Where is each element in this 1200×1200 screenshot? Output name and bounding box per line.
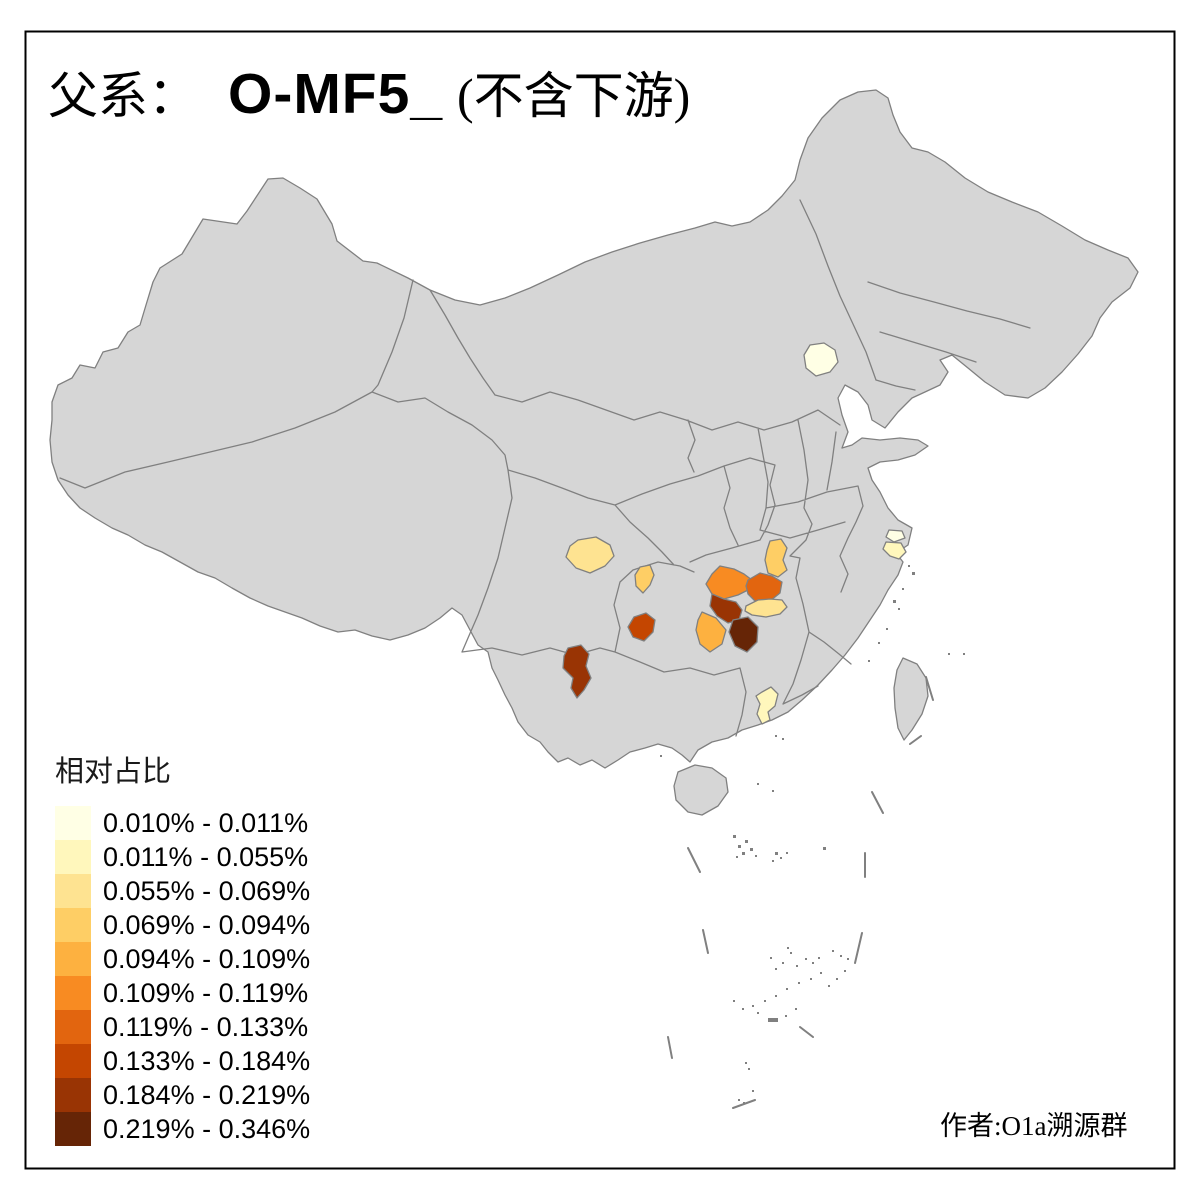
legend-swatch-rect (55, 1044, 91, 1078)
region-north-hunan-cream (744, 598, 788, 618)
legend-label: 0.219% - 0.346% (103, 1113, 311, 1144)
region-southwest-hunan-light (695, 611, 727, 653)
region-chengdu-area (565, 536, 615, 574)
legend-swatch (55, 1044, 91, 1078)
taiwan-island (893, 657, 929, 741)
hainan-island (673, 764, 729, 816)
legend-swatch (55, 806, 91, 840)
title-haplogroup: O-MF5_ (228, 62, 444, 126)
highlighted-regions (562, 342, 907, 725)
legend-row: 0.010% - 0.011% (55, 806, 310, 840)
legend-label: 0.119% - 0.133% (103, 1011, 309, 1042)
legend-row: 0.119% - 0.133% (55, 1010, 310, 1044)
legend-rows: 0.010% - 0.011% 0.011% - 0.055% 0.055% -… (55, 806, 310, 1146)
legend-row: 0.055% - 0.069% (55, 874, 310, 908)
legend-label: 0.069% - 0.094% (103, 909, 311, 940)
region-central-sichuan-small (634, 564, 655, 594)
legend-label: 0.094% - 0.109% (103, 943, 311, 974)
region-cq-hunan-border-east (745, 572, 783, 604)
region-central-yunnan (562, 644, 592, 699)
legend-swatch (55, 942, 91, 976)
legend-row: 0.184% - 0.219% (55, 1078, 310, 1112)
legend-swatch-rect (55, 840, 91, 874)
legend-swatch (55, 976, 91, 1010)
title-lineage-label: 父系： (48, 68, 198, 124)
legend-swatch (55, 1010, 91, 1044)
region-central-guizhou (627, 612, 656, 642)
legend-swatch-rect (55, 908, 91, 942)
legend-label: 0.055% - 0.069% (103, 875, 311, 906)
legend-row: 0.069% - 0.094% (55, 908, 310, 942)
legend: 相对占比 0.010% - 0.011% 0.011% - 0.055% 0.0… (55, 748, 310, 1146)
legend-label: 0.184% - 0.219% (103, 1079, 311, 1110)
legend-label: 0.011% - 0.055% (103, 841, 309, 872)
legend-swatch-rect (55, 874, 91, 908)
legend-swatch (55, 1112, 91, 1146)
region-beijing-area (803, 342, 839, 377)
legend-row: 0.133% - 0.184% (55, 1044, 310, 1078)
legend-swatch-rect (55, 942, 91, 976)
legend-swatch (55, 1078, 91, 1112)
legend-swatch-rect (55, 806, 91, 840)
legend-swatch-rect (55, 1112, 91, 1146)
legend-row: 0.094% - 0.109% (55, 942, 310, 976)
region-pearl-delta (755, 686, 779, 725)
mainland-china (49, 89, 1139, 769)
legend-label: 0.109% - 0.119% (103, 977, 309, 1008)
attribution: 作者:O1a溯源群 (940, 1111, 1128, 1141)
map-layers (49, 89, 1139, 1109)
legend-swatch (55, 874, 91, 908)
province-borders (59, 199, 1031, 737)
legend-swatch (55, 840, 91, 874)
legend-row: 0.011% - 0.055% (55, 840, 310, 874)
title-qualifier: (不含下游) (457, 68, 691, 124)
legend-swatch (55, 908, 91, 942)
region-central-hunan-darkest (728, 616, 759, 653)
legend-swatch-rect (55, 1078, 91, 1112)
region-yangtze-delta-shanghai (882, 541, 907, 560)
legend-swatch-rect (55, 976, 91, 1010)
page-title: 父系： O-MF5_ (不含下游) (48, 56, 690, 128)
legend-row: 0.219% - 0.346% (55, 1112, 310, 1146)
plot-frame (24, 30, 1176, 1170)
legend-title: 相对占比 (55, 756, 172, 788)
legend-swatch-rect (55, 1010, 91, 1044)
region-central-hubei (764, 538, 788, 578)
legend-row: 0.109% - 0.119% (55, 976, 310, 1010)
legend-label: 0.133% - 0.184% (103, 1045, 311, 1076)
region-yangtze-delta-north (885, 529, 906, 543)
legend-label: 0.010% - 0.011% (103, 807, 309, 838)
